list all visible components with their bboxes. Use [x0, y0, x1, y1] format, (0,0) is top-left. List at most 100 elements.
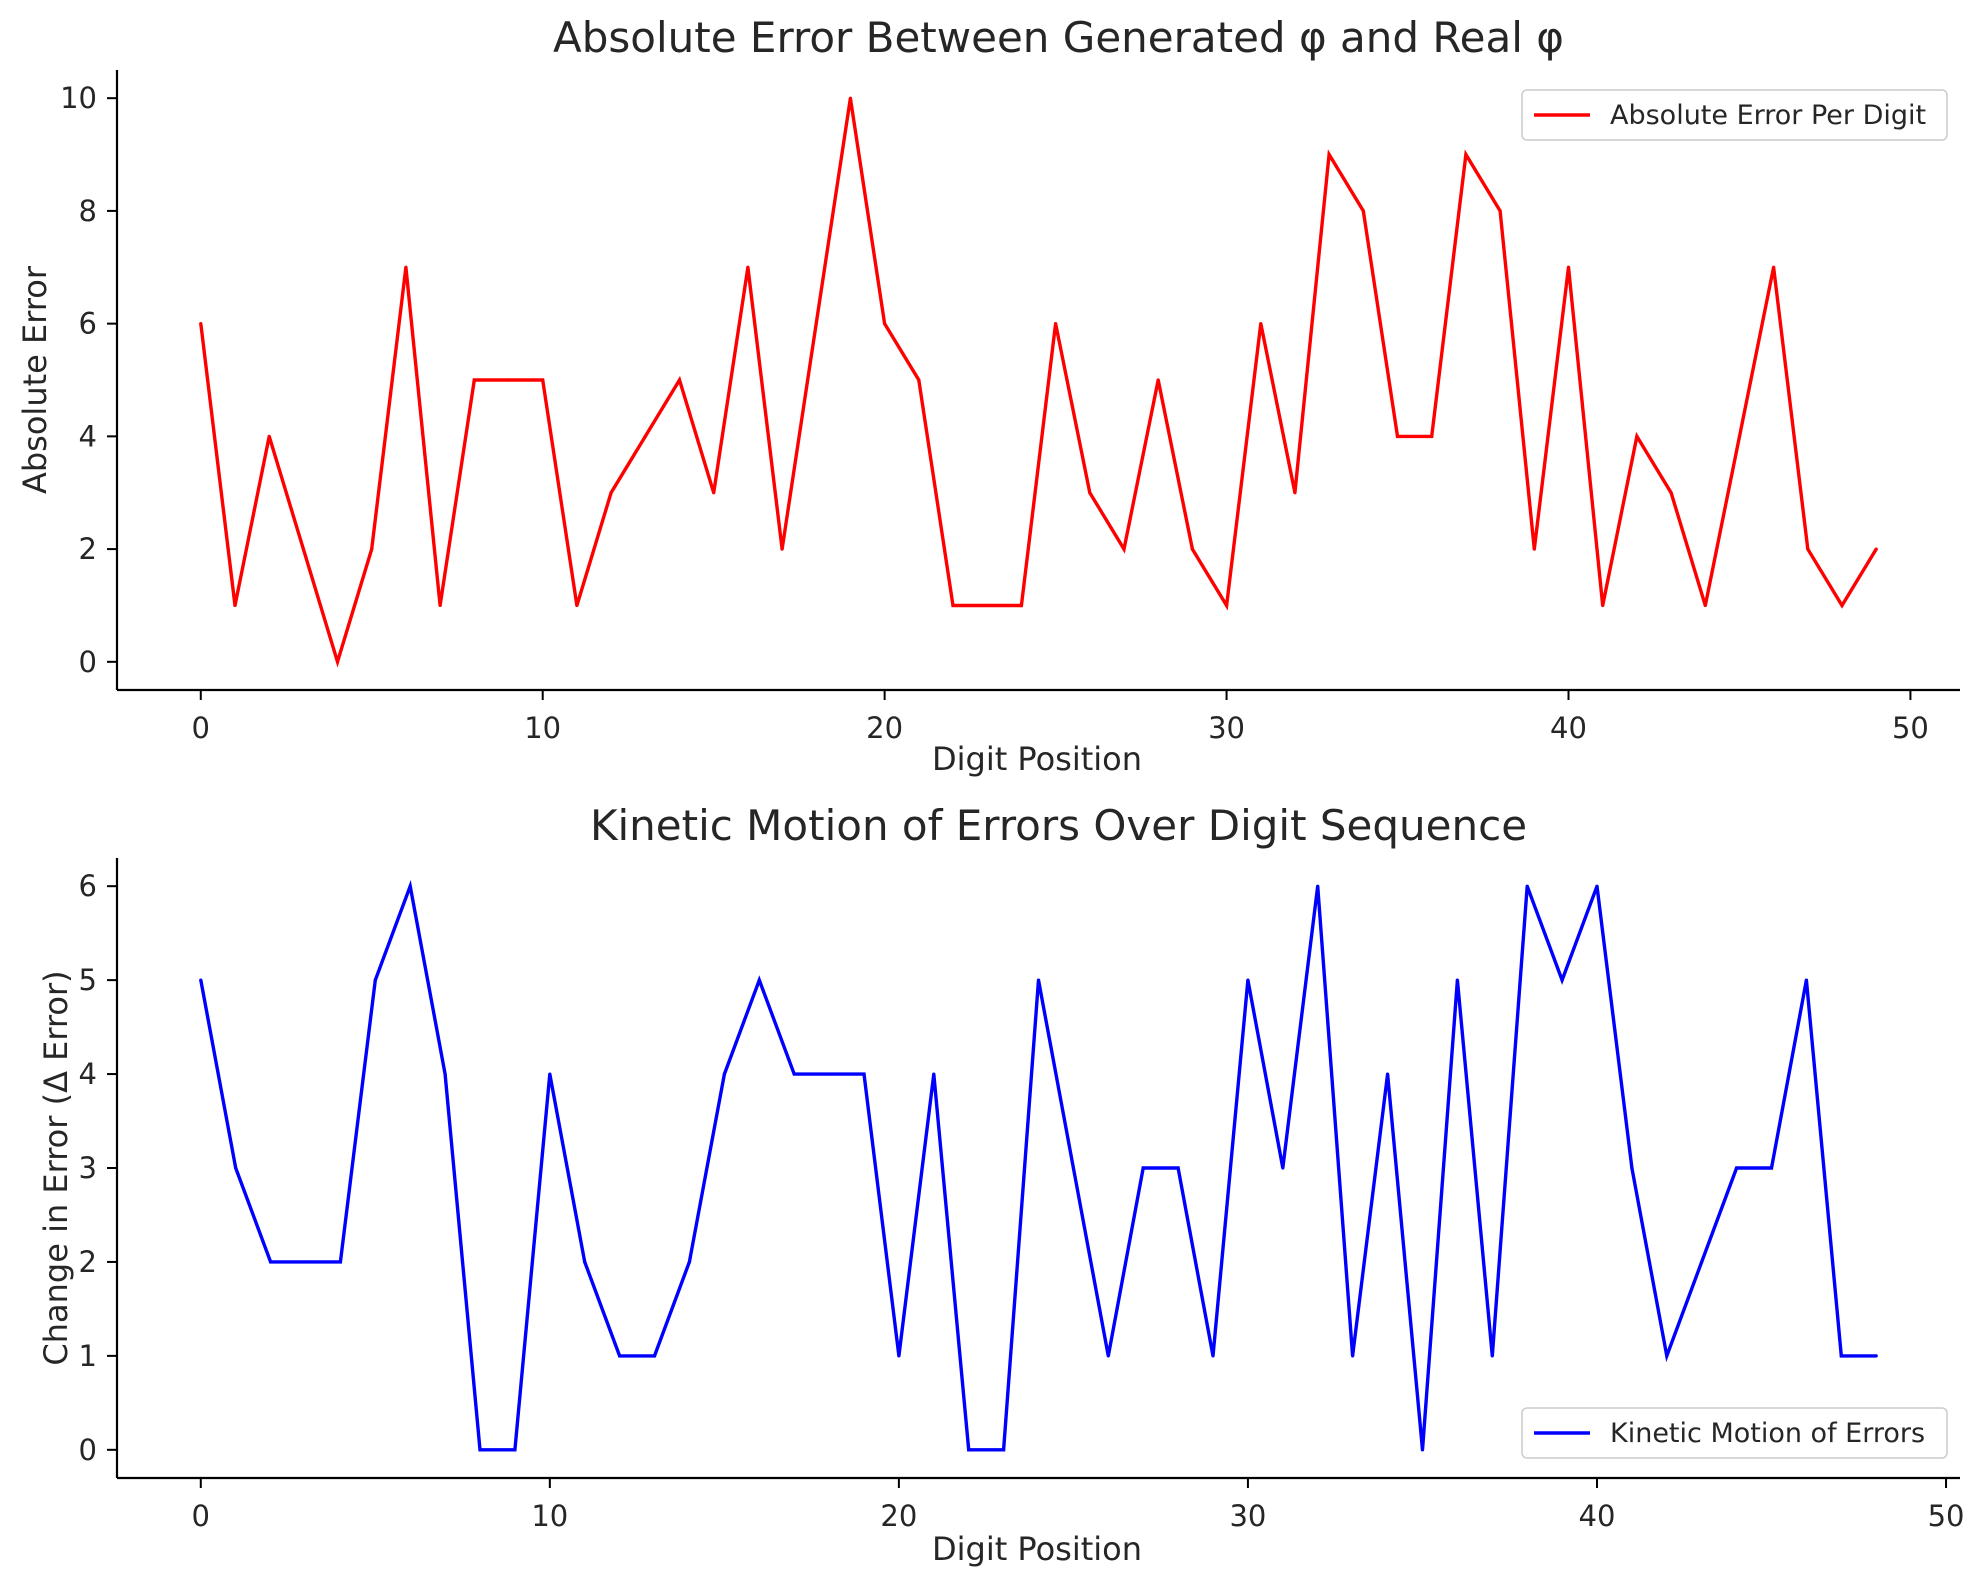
data-point	[609, 491, 613, 495]
data-point	[814, 322, 818, 326]
data-point	[583, 1260, 587, 1264]
data-point	[985, 603, 989, 608]
data-point	[848, 96, 853, 100]
data-point	[1036, 978, 1041, 982]
data-point	[1669, 491, 1673, 495]
data-point	[1601, 603, 1605, 608]
data-point	[303, 1260, 308, 1264]
legend-label: Absolute Error Per Digit	[1610, 100, 1926, 131]
data-point	[541, 378, 545, 382]
data-point	[1430, 434, 1434, 438]
data-point	[746, 265, 750, 269]
y-tick-label: 0	[79, 1433, 97, 1467]
x-tick-label: 10	[524, 711, 561, 745]
data-point	[897, 1354, 901, 1358]
data-point	[1839, 1354, 1843, 1358]
data-point	[1053, 322, 1058, 326]
data-point	[438, 603, 442, 608]
data-point	[1772, 265, 1776, 269]
chart-title: Kinetic Motion of Errors Over Digit Sequ…	[590, 801, 1527, 850]
data-point	[1246, 978, 1250, 982]
data-point	[1840, 603, 1844, 608]
x-tick-label: 30	[1229, 1499, 1266, 1533]
data-point	[404, 265, 408, 269]
x-axis-label: Digit Position	[932, 1530, 1142, 1568]
data-point	[757, 978, 761, 982]
data-point	[1874, 1354, 1878, 1358]
data-point	[827, 1072, 831, 1076]
data-point	[1106, 1354, 1110, 1358]
data-point	[1361, 209, 1365, 213]
data-point	[1019, 603, 1024, 608]
data-point	[1806, 547, 1810, 551]
data-point	[1769, 1166, 1774, 1170]
data-point	[1190, 547, 1194, 551]
y-tick-label: 6	[79, 869, 97, 903]
data-point	[643, 434, 647, 438]
x-tick-label: 40	[1550, 711, 1587, 745]
y-tick-label: 3	[79, 1151, 97, 1185]
y-tick-label: 2	[79, 532, 97, 566]
data-point	[1001, 1448, 1006, 1452]
y-tick-label: 6	[79, 307, 97, 341]
data-point	[1464, 152, 1468, 157]
data-point	[1703, 603, 1707, 608]
data-point	[472, 378, 476, 382]
x-tick-label: 0	[192, 711, 210, 745]
data-point	[967, 1448, 971, 1452]
data-point	[1385, 1072, 1390, 1076]
data-point	[513, 1448, 517, 1452]
data-point	[1874, 547, 1878, 551]
data-point	[712, 491, 716, 495]
data-point	[234, 1166, 238, 1170]
x-tick-label: 20	[880, 1499, 917, 1533]
data-point	[373, 978, 377, 982]
data-point	[370, 547, 374, 551]
data-point	[1420, 1448, 1425, 1452]
y-tick-label: 4	[79, 419, 97, 453]
series-line	[199, 879, 1877, 1452]
data-point	[1560, 978, 1564, 982]
data-point	[1327, 152, 1331, 157]
data-point	[199, 322, 203, 326]
data-point	[722, 1072, 726, 1076]
legend-label: Kinetic Motion of Errors	[1610, 1418, 1925, 1449]
data-point	[1455, 978, 1459, 982]
data-point	[1141, 1166, 1145, 1170]
y-tick-label: 5	[79, 963, 97, 997]
y-tick-label: 2	[79, 1245, 97, 1279]
data-point	[618, 1354, 622, 1358]
x-tick-label: 10	[531, 1499, 568, 1533]
data-point	[1595, 884, 1599, 888]
data-point	[1630, 1166, 1634, 1170]
data-point	[1316, 884, 1320, 888]
x-tick-label: 50	[1892, 711, 1929, 745]
data-point	[1293, 491, 1297, 495]
data-point	[951, 603, 955, 608]
data-point	[932, 1072, 936, 1076]
data-point	[1566, 265, 1571, 269]
x-axis-label: Digit Position	[932, 740, 1142, 778]
data-point	[1735, 1166, 1739, 1170]
y-axis-label: Absolute Error	[16, 265, 54, 494]
data-point	[792, 1072, 796, 1076]
data-point	[1635, 434, 1639, 438]
chart-2: Kinetic Motion of Errors Over Digit Sequ…	[37, 801, 1964, 1568]
data-point	[301, 547, 305, 551]
data-point	[1088, 491, 1092, 495]
y-tick-label: 4	[79, 1057, 97, 1091]
data-point	[408, 884, 412, 888]
x-tick-label: 30	[1208, 711, 1245, 745]
x-tick-label: 40	[1579, 1499, 1616, 1533]
data-point	[1737, 434, 1742, 438]
data-point	[1804, 978, 1809, 982]
y-tick-label: 0	[79, 645, 97, 679]
data-point	[780, 547, 784, 551]
data-point	[1665, 1354, 1669, 1358]
chart-1: Absolute Error Between Generated φ and R…	[16, 13, 1960, 778]
y-tick-label: 1	[79, 1339, 97, 1373]
y-tick-label: 10	[60, 81, 97, 115]
data-point	[862, 1072, 866, 1076]
data-point	[917, 378, 921, 382]
data-point	[335, 660, 340, 664]
